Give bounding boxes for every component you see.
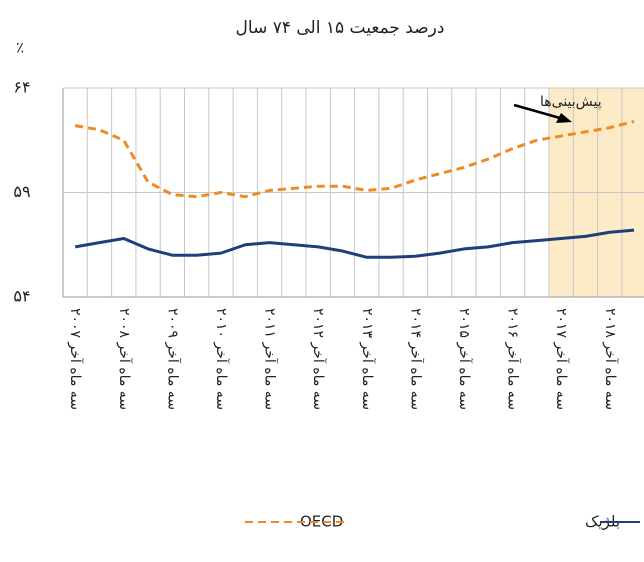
y-tick-label: ۵۹ [13, 182, 30, 201]
x-tick-label: سه ماه آخر ۲۰۱۷ [553, 308, 570, 410]
x-tick-label: سه ماه آخر ۲۰۱۴ [407, 308, 424, 410]
arrow-head [556, 113, 572, 123]
y-axis-label: ٪ [16, 39, 24, 57]
annotation: پیش‌بینی‌ها [540, 94, 602, 110]
x-tick-label: سه ماه آخر ۲۰۱۶ [505, 308, 522, 410]
x-tick-label: سه ماه آخر ۲۰۱۵ [456, 308, 473, 410]
legend-label: OECD [300, 513, 343, 531]
x-tick-label: سه ماه آخر ۲۰۱۱ [262, 308, 279, 410]
y-tick-label: ۵۴ [13, 287, 30, 306]
annotation-arrow [513, 103, 561, 120]
series-line [74, 119, 635, 199]
x-tick-label: سه ماه آخر ۲۰۰۸ [116, 308, 133, 410]
x-tick-label: سه ماه آخر ۲۰۱۸ [602, 308, 619, 410]
y-tick-label: ۶۴ [13, 78, 30, 97]
x-tick-label: سه ماه آخر ۲۰۰۷ [67, 308, 84, 410]
x-tick-label: سه ماه آخر ۲۰۱۲ [310, 308, 327, 410]
x-tick-label: سه ماه آخر ۲۰۱۰ [213, 308, 230, 410]
chart-title: درصد جمعیت ۱۵ الی ۷۴ سال [236, 18, 445, 38]
x-tick-label: سه ماه آخر ۲۰۰۹ [164, 308, 181, 410]
series-line [74, 228, 635, 259]
x-tick-label: سه ماه آخر ۲۰۱۳ [359, 308, 376, 410]
